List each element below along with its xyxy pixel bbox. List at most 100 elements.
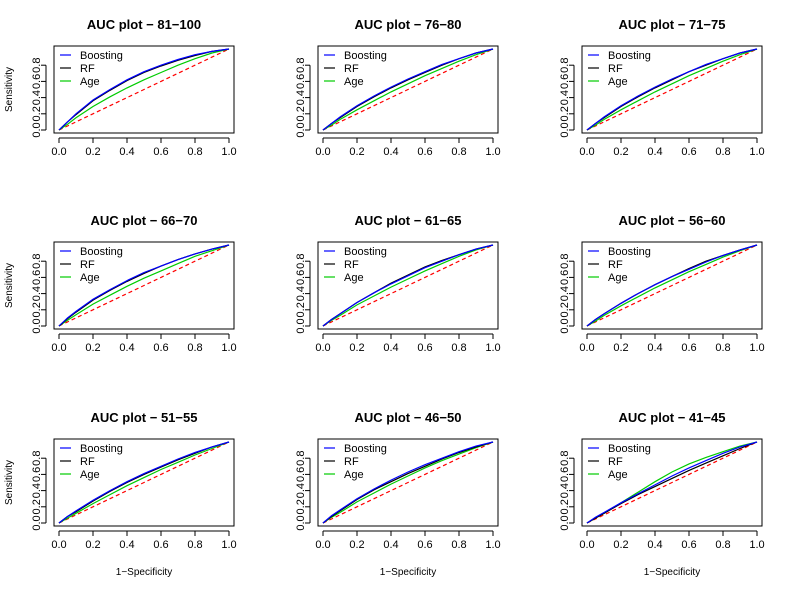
x-tick-label: 0.6 (417, 342, 432, 354)
x-tick-label: 0.8 (187, 342, 202, 354)
legend-label: Age (608, 76, 628, 88)
y-tick-label: 0.4 (31, 286, 43, 301)
y-tick-label: 0.2 (295, 302, 307, 317)
y-tick-label: 0.8 (295, 58, 307, 73)
reference-line (58, 244, 230, 327)
y-axis-title: Sensitivity (4, 67, 15, 112)
x-tick-label: 1.0 (221, 146, 236, 158)
plot-frame (53, 241, 235, 330)
y-tick-label: 0.0 (31, 122, 43, 137)
x-tick-label: 0.0 (315, 539, 330, 551)
x-tick-label: 0.6 (417, 539, 432, 551)
x-tick-label: 1.0 (485, 539, 500, 551)
auc-panel: AUC plot − 66−700.0 0.2 0.4 0.6 0.8 1.00.00.2… (4, 213, 237, 354)
x-tick-label: 1.0 (221, 539, 236, 551)
legend-label: Age (608, 469, 628, 481)
y-tick-label: 0.0 (559, 122, 571, 137)
y-tick-label: 0.0 (295, 515, 307, 530)
roc-line-rf (586, 441, 758, 524)
x-tick-label: 1.0 (221, 342, 236, 354)
roc-line-boosting (58, 244, 230, 327)
panel-title: AUC plot − 66−70 (91, 213, 198, 228)
x-tick-label: 1.0 (749, 539, 764, 551)
x-tick-label: 0.6 (153, 342, 168, 354)
legend-label: Age (80, 76, 100, 88)
reference-line (322, 244, 494, 327)
plot-frame (53, 438, 235, 527)
x-tick-label: 1.0 (749, 146, 764, 158)
legend-label: RF (80, 259, 95, 271)
x-tick-label: 0.2 (349, 342, 364, 354)
x-tick-label: 0.0 (315, 342, 330, 354)
panel-title: AUC plot − 56−60 (619, 213, 726, 228)
x-tick-label: 0.0 (51, 342, 66, 354)
x-tick-label: 0.4 (647, 146, 662, 158)
x-tick-label: 0.4 (647, 342, 662, 354)
roc-line-boosting (58, 441, 230, 524)
auc-panel: AUC plot − 61−650.0 0.2 0.4 0.6 0.8 1.00.00.2… (295, 213, 501, 354)
roc-line-age (58, 244, 230, 327)
y-tick-label: 0.4 (559, 286, 571, 301)
legend-label: Age (608, 272, 628, 284)
x-tick-label: 0.0 (579, 539, 594, 551)
x-tick-label: 0.4 (119, 539, 134, 551)
auc-panel: AUC plot − 51−550.0 0.2 0.4 0.6 0.8 1.00.00.2… (4, 410, 237, 578)
y-tick-label: 0.6 (295, 74, 307, 89)
y-tick-label: 0.4 (31, 90, 43, 105)
roc-line-age (58, 441, 230, 524)
y-tick-label: 0.0 (559, 318, 571, 333)
y-tick-label: 0.6 (295, 467, 307, 482)
legend-label: Boosting (608, 50, 651, 62)
legend-label: Boosting (344, 246, 387, 258)
y-tick-label: 0.8 (559, 58, 571, 73)
x-tick-label: 0.2 (85, 539, 100, 551)
auc-panel: AUC plot − 41−450.0 0.2 0.4 0.6 0.8 1.00.00.2… (559, 410, 765, 578)
x-tick-label: 0.6 (681, 342, 696, 354)
legend-label: Boosting (344, 443, 387, 455)
x-tick-label: 1.0 (485, 146, 500, 158)
y-tick-label: 0.2 (31, 106, 43, 121)
y-axis-title: Sensitivity (4, 263, 15, 308)
x-tick-label: 0.4 (383, 539, 398, 551)
x-tick-label: 0.0 (51, 539, 66, 551)
x-tick-label: 1.0 (749, 342, 764, 354)
roc-line-age (586, 48, 758, 131)
roc-line-age (58, 48, 230, 131)
x-tick-label: 1.0 (485, 342, 500, 354)
y-tick-label: 0.8 (559, 254, 571, 269)
x-tick-label: 0.8 (451, 539, 466, 551)
x-tick-label: 0.2 (613, 539, 628, 551)
panel-title: AUC plot − 71−75 (619, 17, 726, 32)
roc-line-boosting (322, 441, 494, 524)
y-tick-label: 0.6 (559, 467, 571, 482)
y-tick-label: 0.4 (559, 90, 571, 105)
panel-title: AUC plot − 51−55 (91, 410, 198, 425)
x-tick-label: 0.2 (349, 539, 364, 551)
auc-panel: AUC plot − 46−500.0 0.2 0.4 0.6 0.8 1.00.00.2… (295, 410, 501, 578)
legend-label: RF (344, 63, 359, 75)
roc-line-boosting (586, 441, 758, 524)
x-tick-label: 0.8 (187, 146, 202, 158)
x-tick-label: 0.6 (417, 146, 432, 158)
x-tick-label: 0.8 (451, 342, 466, 354)
x-tick-label: 0.4 (119, 146, 134, 158)
x-tick-label: 0.4 (383, 342, 398, 354)
y-tick-label: 0.6 (559, 270, 571, 285)
legend-label: RF (80, 63, 95, 75)
y-tick-label: 0.6 (31, 467, 43, 482)
x-axis-title: 1−Specificity (116, 567, 172, 578)
y-tick-label: 0.4 (295, 286, 307, 301)
y-tick-label: 0.2 (295, 499, 307, 514)
legend-label: Boosting (344, 50, 387, 62)
y-tick-label: 0.6 (559, 74, 571, 89)
reference-line (322, 48, 494, 131)
reference-line (58, 441, 230, 524)
x-tick-label: 0.2 (85, 342, 100, 354)
x-tick-label: 0.2 (349, 146, 364, 158)
y-tick-label: 0.8 (31, 254, 43, 269)
legend-label: RF (608, 63, 623, 75)
roc-line-boosting (586, 48, 758, 131)
y-tick-label: 0.4 (295, 483, 307, 498)
y-tick-label: 0.6 (31, 74, 43, 89)
